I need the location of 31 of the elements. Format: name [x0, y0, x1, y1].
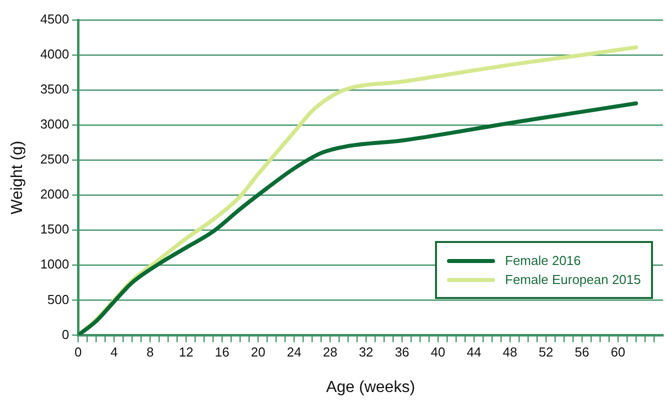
x-tick-label: 4 — [110, 344, 118, 360]
y-tick-label: 2000 — [40, 186, 70, 202]
x-tick-label: 28 — [322, 344, 338, 360]
x-tick-label: 0 — [74, 344, 82, 360]
x-tick-label: 12 — [178, 344, 194, 360]
x-tick-label: 24 — [286, 344, 302, 360]
y-axis-title: Weight (g) — [9, 140, 26, 214]
x-tick-label: 8 — [146, 344, 154, 360]
line-series — [78, 101, 638, 336]
y-tick-label: 0 — [62, 326, 70, 342]
x-tick-label: 52 — [538, 344, 554, 360]
y-tick-label: 500 — [47, 292, 70, 307]
y-tick-label: 3500 — [40, 82, 70, 97]
x-tick-label: 60 — [610, 344, 626, 360]
x-tick-label: 44 — [466, 344, 482, 360]
legend-label: Female European 2015 — [505, 272, 641, 288]
y-tick-label: 4000 — [40, 46, 70, 62]
x-tick-label: 40 — [430, 344, 446, 360]
y-tick-label: 1500 — [40, 222, 70, 237]
x-tick-label: 48 — [502, 344, 518, 360]
x-tick-label: 32 — [358, 344, 374, 360]
y-tick-label: 4500 — [40, 12, 70, 27]
y-tick-label: 3000 — [40, 116, 70, 132]
legend-label: Female 2016 — [505, 253, 581, 268]
x-tick-label: 36 — [394, 344, 410, 360]
x-tick-label: 56 — [574, 344, 590, 360]
y-tick-label: 2500 — [40, 152, 70, 167]
x-tick-label: 20 — [250, 344, 266, 360]
y-tick-label: 1000 — [40, 256, 70, 272]
x-tick-label: 16 — [214, 344, 230, 360]
x-axis-title: Age (weeks) — [326, 378, 416, 396]
